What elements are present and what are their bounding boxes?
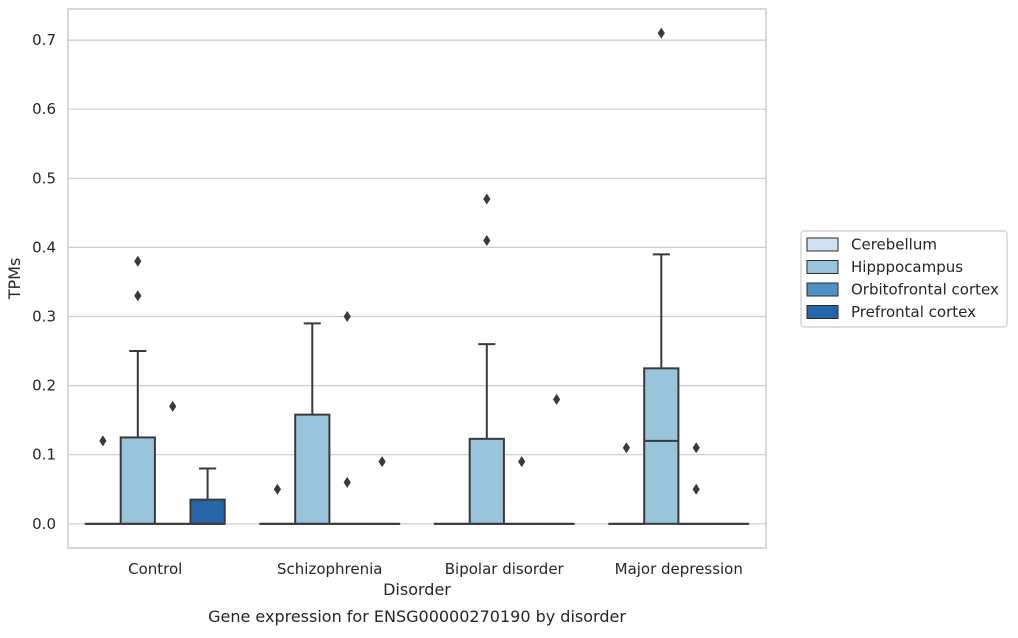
flier-point: [274, 484, 281, 495]
flier-point: [693, 484, 700, 495]
x-tick-label: Schizophrenia: [277, 560, 382, 578]
box-hipppocampus: [121, 351, 155, 524]
flier-point: [553, 394, 560, 405]
legend-item: Hipppocampus: [807, 258, 963, 276]
legend-label: Cerebellum: [851, 236, 937, 254]
box-body: [295, 415, 329, 524]
flier-point: [483, 235, 490, 246]
flier-marks: [99, 28, 700, 495]
legend-item: Cerebellum: [807, 236, 937, 254]
flier-point: [134, 290, 141, 301]
box-marks: [86, 254, 748, 524]
legend-item: Orbitofrontal cortex: [807, 281, 999, 299]
box-hipppocampus: [644, 254, 678, 524]
x-axis-label: Disorder: [383, 580, 451, 599]
legend-swatch: [807, 261, 838, 274]
flier-point: [134, 256, 141, 267]
flier-point: [344, 311, 351, 322]
flier-point: [169, 401, 176, 412]
flier-point: [693, 442, 700, 453]
legend-swatch: [807, 306, 838, 319]
y-tick-label: 0.1: [32, 446, 56, 464]
box-body: [644, 368, 678, 523]
legend: Cerebellum Hipppocampus Orbitofrontal cort…: [801, 231, 1007, 327]
y-tick-label: 0.6: [32, 100, 56, 118]
flier-point: [99, 435, 106, 446]
box-hipppocampus: [295, 323, 329, 523]
y-axis-label: TPMs: [5, 258, 24, 301]
legend-label: Orbitofrontal cortex: [851, 281, 999, 299]
box-body: [470, 439, 504, 524]
legend-label: Prefrontal cortex: [851, 303, 976, 321]
y-tick-label: 0.5: [32, 169, 56, 187]
x-tick-label: Bipolar disorder: [445, 560, 565, 578]
legend-swatch: [807, 238, 838, 251]
flier-point: [344, 477, 351, 488]
y-tick-label: 0.0: [32, 515, 56, 533]
box-hipppocampus: [470, 344, 504, 524]
y-tick-labels: 0.0 0.1 0.2 0.3 0.4 0.5 0.6 0.7: [32, 31, 56, 533]
box-body: [190, 500, 224, 524]
y-tick-label: 0.2: [32, 377, 56, 395]
y-tick-label: 0.4: [32, 238, 56, 256]
flier-point: [623, 442, 630, 453]
legend-label: Hipppocampus: [851, 258, 963, 276]
flier-point: [518, 456, 525, 467]
flier-point: [658, 28, 665, 39]
y-tick-label: 0.3: [32, 308, 56, 326]
flier-point: [379, 456, 386, 467]
x-tick-labels: Control Schizophrenia Bipolar disorder Majo…: [128, 560, 743, 578]
flier-point: [483, 194, 490, 205]
x-tick-label: Control: [128, 560, 182, 578]
legend-item: Prefrontal cortex: [807, 303, 976, 321]
box-prefrontal-cortex: [190, 469, 224, 524]
figure-caption: Gene expression for ENSG00000270190 by d…: [208, 607, 626, 626]
legend-swatch: [807, 283, 838, 296]
y-tick-label: 0.7: [32, 31, 56, 49]
x-tick-label: Major depression: [615, 560, 743, 578]
box-body: [121, 437, 155, 523]
